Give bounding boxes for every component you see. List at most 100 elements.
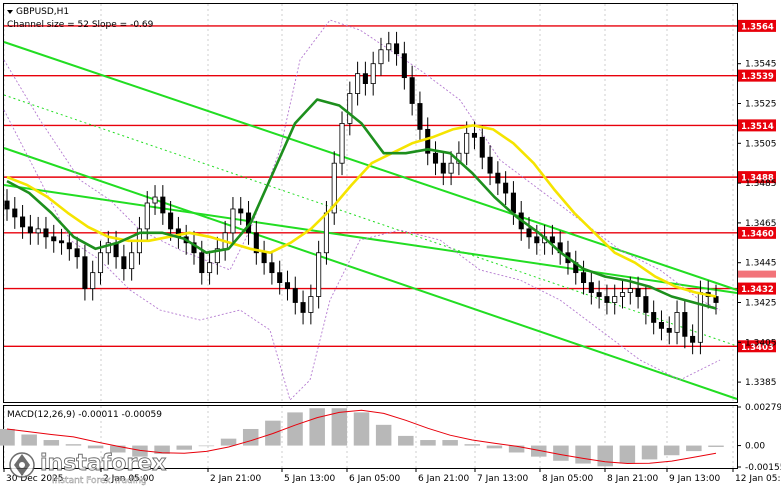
candle-body — [409, 77, 415, 104]
candle-body — [214, 248, 220, 264]
price-axis: 1.3545 1.3525 1.3505 1.3485 1.3465 1.3445 1.34… — [737, 60, 777, 388]
candle-body — [207, 262, 213, 274]
candle — [487, 145, 493, 186]
candle — [464, 121, 470, 166]
candle-body — [619, 292, 626, 297]
candle-body — [479, 136, 485, 158]
macd-tick-label: 0.00 — [745, 442, 765, 452]
chart-grid — [3, 4, 734, 468]
macd-bar — [708, 445, 724, 447]
macd-bar — [398, 435, 414, 446]
candle — [238, 197, 244, 225]
level-label: 1.3539 — [741, 72, 774, 82]
candle — [277, 260, 283, 295]
candle-body — [20, 216, 26, 228]
candlesticks — [4, 31, 719, 355]
candle-body — [129, 252, 135, 270]
candle-body — [627, 288, 633, 293]
level-label-bg — [738, 171, 776, 184]
candle — [355, 61, 361, 106]
candle-body — [230, 208, 236, 234]
level-label: 1.3564 — [741, 22, 774, 32]
macd-bar — [87, 445, 104, 449]
candle-body — [308, 296, 314, 313]
candle — [581, 260, 587, 295]
candle — [526, 216, 532, 249]
candle-body — [284, 282, 291, 289]
candle-body — [82, 256, 88, 289]
macd-bar — [110, 445, 126, 453]
envelope-bands — [3, 19, 721, 401]
envelope-band — [3, 109, 721, 401]
logo-tagline: Instant Forex Trading — [52, 476, 147, 486]
price-tick-label: 1.3505 — [745, 139, 777, 149]
candle-body — [666, 327, 672, 333]
candle-body — [292, 288, 298, 303]
macd-bar — [43, 440, 60, 446]
time-tick-label: 6 Jan 05:00 — [349, 474, 401, 484]
candle-body — [168, 212, 174, 230]
candle — [66, 230, 72, 261]
candle — [230, 197, 236, 245]
candle — [417, 91, 423, 142]
level-label-bg — [738, 226, 776, 239]
level-label-bg — [738, 69, 776, 82]
candle — [378, 37, 384, 76]
candle-body — [370, 63, 376, 85]
symbol-header: GBPUSD,H1 — [16, 7, 69, 17]
candle — [651, 300, 657, 335]
candle — [27, 214, 33, 245]
level-label: 1.3488 — [741, 174, 774, 184]
macd-bar — [198, 445, 215, 447]
channel-line — [3, 184, 738, 294]
time-axis: 30 Dec 2025 2 Jan 05:00 2 Jan 21:00 5 Jan 1… — [3, 468, 781, 484]
candle-body — [238, 208, 244, 214]
macd-bar — [375, 424, 392, 446]
candle-body — [12, 208, 18, 218]
candle — [300, 290, 306, 325]
candle-body — [35, 228, 41, 234]
candle-body — [277, 272, 283, 283]
candle-body — [503, 182, 509, 194]
candle — [199, 240, 205, 285]
macd-bar — [663, 445, 680, 456]
price-tick-label: 1.3465 — [745, 219, 777, 229]
candle — [479, 125, 485, 170]
candle-body — [417, 103, 423, 130]
candle — [440, 151, 446, 186]
candle-body — [121, 256, 127, 270]
candle-body — [534, 236, 540, 244]
candle — [604, 284, 610, 315]
macd-bar — [508, 445, 525, 453]
candle — [690, 324, 696, 355]
candle — [331, 151, 337, 225]
candle — [121, 244, 127, 281]
candle-body — [386, 43, 392, 51]
candle-body — [323, 212, 329, 254]
candle-body — [316, 252, 322, 297]
candle-body — [160, 196, 166, 214]
candle-body — [549, 236, 555, 244]
price-tick-label: 1.3445 — [745, 259, 777, 269]
candle — [316, 240, 322, 309]
candle — [549, 224, 555, 255]
candle-body — [144, 202, 150, 230]
level-label: 1.3460 — [741, 229, 774, 239]
candle — [425, 117, 431, 166]
price-tick-label: 1.3485 — [745, 179, 777, 189]
indicator-header: Channel size = 52 Slope = -0.69 — [7, 20, 154, 30]
macd-bar — [220, 438, 237, 446]
candle — [308, 284, 314, 325]
ema-slow-line — [6, 98, 717, 310]
logo-brand: instaforex — [40, 451, 166, 476]
candle-body — [378, 49, 384, 65]
candle-body — [199, 252, 205, 274]
candle — [643, 284, 649, 325]
time-tick-label: 30 Dec 2025 — [6, 474, 64, 484]
macd-header: MACD(12,26,9) -0.00011 -0.00059 — [7, 410, 162, 420]
time-tick-label: 6 Jan 21:00 — [418, 474, 470, 484]
macd-bar — [420, 440, 436, 446]
price-tick-label: 1.3545 — [745, 60, 777, 70]
macd-bar — [176, 445, 193, 450]
level-label-bg — [738, 19, 776, 32]
